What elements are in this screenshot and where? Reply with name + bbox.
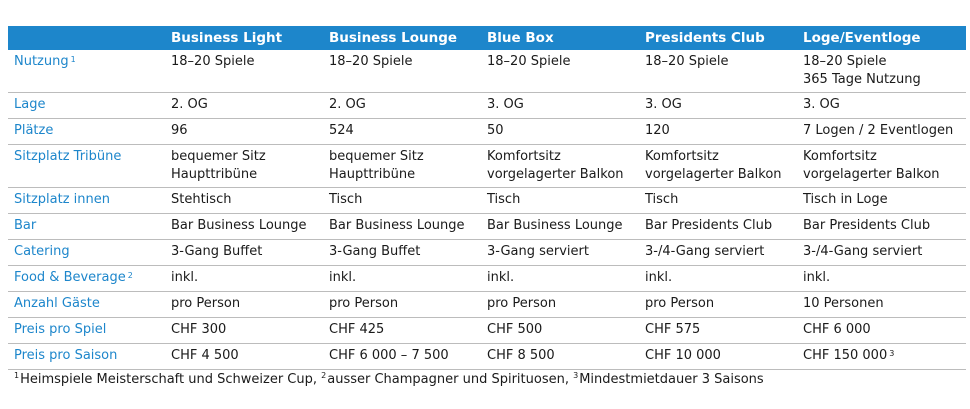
table-cell: CHF 575 xyxy=(639,317,797,344)
table-cell: Bar Presidents Club xyxy=(797,213,966,240)
row-label: Bar xyxy=(8,213,165,240)
table-cell: 3-Gang Buffet xyxy=(323,239,481,266)
table-cell: CHF 6 000 xyxy=(797,317,966,344)
table-cell: Tisch xyxy=(639,187,797,214)
table-cell: inkl. xyxy=(797,265,966,292)
row-preis-pro-saison: Preis pro Saison CHF 4 500 CHF 6 000 – 7… xyxy=(8,343,966,370)
table-cell: 3-Gang serviert xyxy=(481,239,639,266)
footnote-marker: 2 xyxy=(321,371,327,380)
table-cell: inkl. xyxy=(481,265,639,292)
row-label: Plätze xyxy=(8,118,165,145)
table-cell: 120 xyxy=(639,118,797,145)
table-cell: 3-/4-Gang serviert xyxy=(639,239,797,266)
footnote-marker: 1 xyxy=(70,55,76,64)
row-food-beverage: Food & Beverage 2 inkl. inkl. inkl. inkl.… xyxy=(8,265,966,292)
row-label: Food & Beverage 2 xyxy=(8,265,165,292)
table-cell: Bar Business Lounge xyxy=(481,213,639,240)
table-cell: 2. OG xyxy=(165,92,323,119)
table-cell: Bar Business Lounge xyxy=(323,213,481,240)
table-cell: 3-/4-Gang serviert xyxy=(797,239,966,266)
table-cell: CHF 300 xyxy=(165,317,323,344)
table-cell: Bar Presidents Club xyxy=(639,213,797,240)
table-cell: 18–20 Spiele 365 Tage Nutzung xyxy=(797,50,966,93)
table-cell: 524 xyxy=(323,118,481,145)
header-loge-eventloge: Loge/Eventloge xyxy=(803,30,921,46)
row-bar: Bar Bar Business Lounge Bar Business Lou… xyxy=(8,213,966,240)
table-cell: 3. OG xyxy=(639,92,797,119)
table-cell: 18–20 Spiele xyxy=(323,50,481,93)
table-cell: 3. OG xyxy=(481,92,639,119)
hospitality-comparison-table: Business Light Business Lounge Blue Box … xyxy=(8,26,966,370)
table-cell: 7 Logen / 2 Eventlogen xyxy=(797,118,966,145)
table-cell: CHF 10 000 xyxy=(639,343,797,370)
table-cell: Komfortsitz vorgelagerter Balkon xyxy=(481,144,639,188)
table-cell: 10 Personen xyxy=(797,291,966,318)
row-label: Catering xyxy=(8,239,165,266)
table-cell: CHF 4 500 xyxy=(165,343,323,370)
table-cell: pro Person xyxy=(639,291,797,318)
row-label: Nutzung 1 xyxy=(8,50,165,93)
row-anzahl-gaeste: Anzahl Gäste pro Person pro Person pro P… xyxy=(8,291,966,318)
table-cell: Tisch xyxy=(481,187,639,214)
row-label: Preis pro Saison xyxy=(8,343,165,370)
footnote-text: Heimspiele Meisterschaft und Schweizer C… xyxy=(20,372,318,387)
footnote-text: Mindestmietdauer 3 Saisons xyxy=(579,372,764,387)
table-cell: Komfortsitz vorgelagerter Balkon xyxy=(639,144,797,188)
table-cell: Komfortsitz vorgelagerter Balkon xyxy=(797,144,966,188)
table-cell: inkl. xyxy=(323,265,481,292)
footnote-marker: 3 xyxy=(889,349,895,358)
header-business-lounge: Business Lounge xyxy=(329,30,458,46)
table-cell: 96 xyxy=(165,118,323,145)
table-cell: 18–20 Spiele xyxy=(481,50,639,93)
row-lage: Lage 2. OG 2. OG 3. OG 3. OG 3. OG xyxy=(8,92,966,119)
row-preis-pro-spiel: Preis pro Spiel CHF 300 CHF 425 CHF 500 … xyxy=(8,317,966,344)
footnote-marker: 3 xyxy=(573,371,579,380)
row-label: Lage xyxy=(8,92,165,119)
table-cell: 3. OG xyxy=(797,92,966,119)
table-cell: bequemer Sitz Haupttribüne xyxy=(323,144,481,188)
table-cell: CHF 425 xyxy=(323,317,481,344)
row-label: Sitzplatz innen xyxy=(8,187,165,214)
table-cell: pro Person xyxy=(323,291,481,318)
footnote-marker: 2 xyxy=(127,271,133,280)
table-cell: 18–20 Spiele xyxy=(639,50,797,93)
table-cell: inkl. xyxy=(639,265,797,292)
table-cell: Tisch in Loge xyxy=(797,187,966,214)
table-cell: bequemer Sitz Haupttribüne xyxy=(165,144,323,188)
header-empty-cell xyxy=(8,26,165,50)
row-label: Preis pro Spiel xyxy=(8,317,165,344)
table-cell: CHF 150 000 3 xyxy=(797,343,966,370)
row-label: Sitzplatz Tribüne xyxy=(8,144,165,188)
table-cell: 18–20 Spiele xyxy=(165,50,323,93)
table-cell: pro Person xyxy=(165,291,323,318)
table-cell: Bar Business Lounge xyxy=(165,213,323,240)
table-cell: inkl. xyxy=(165,265,323,292)
header-business-light: Business Light xyxy=(171,30,283,46)
row-sitzplatz-innen: Sitzplatz innen Stehtisch Tisch Tisch Ti… xyxy=(8,187,966,214)
table-cell: 2. OG xyxy=(323,92,481,119)
footnote-text: ausser Champagner und Spirituosen, xyxy=(327,372,569,387)
header-blue-box: Blue Box xyxy=(487,30,554,46)
table-cell: Tisch xyxy=(323,187,481,214)
footnotes: 1Heimspiele Meisterschaft und Schweizer … xyxy=(14,371,764,387)
table-cell: CHF 500 xyxy=(481,317,639,344)
table-header-row: Business Light Business Lounge Blue Box … xyxy=(8,26,966,50)
row-nutzung: Nutzung 1 18–20 Spiele 18–20 Spiele 18–20… xyxy=(8,50,966,93)
table-cell: 3-Gang Buffet xyxy=(165,239,323,266)
row-catering: Catering 3-Gang Buffet 3-Gang Buffet 3-G… xyxy=(8,239,966,266)
table-cell: pro Person xyxy=(481,291,639,318)
footnote-marker: 1 xyxy=(14,371,20,380)
table-cell: 50 xyxy=(481,118,639,145)
row-plaetze: Plätze 96 524 50 120 7 Logen / 2 Eventlo… xyxy=(8,118,966,145)
table-cell: CHF 6 000 – 7 500 xyxy=(323,343,481,370)
row-sitzplatz-tribuene: Sitzplatz Tribüne bequemer Sitz Haupttrib… xyxy=(8,144,966,188)
table-cell: Stehtisch xyxy=(165,187,323,214)
row-label: Anzahl Gäste xyxy=(8,291,165,318)
table-cell: CHF 8 500 xyxy=(481,343,639,370)
header-presidents-club: Presidents Club xyxy=(645,30,765,46)
